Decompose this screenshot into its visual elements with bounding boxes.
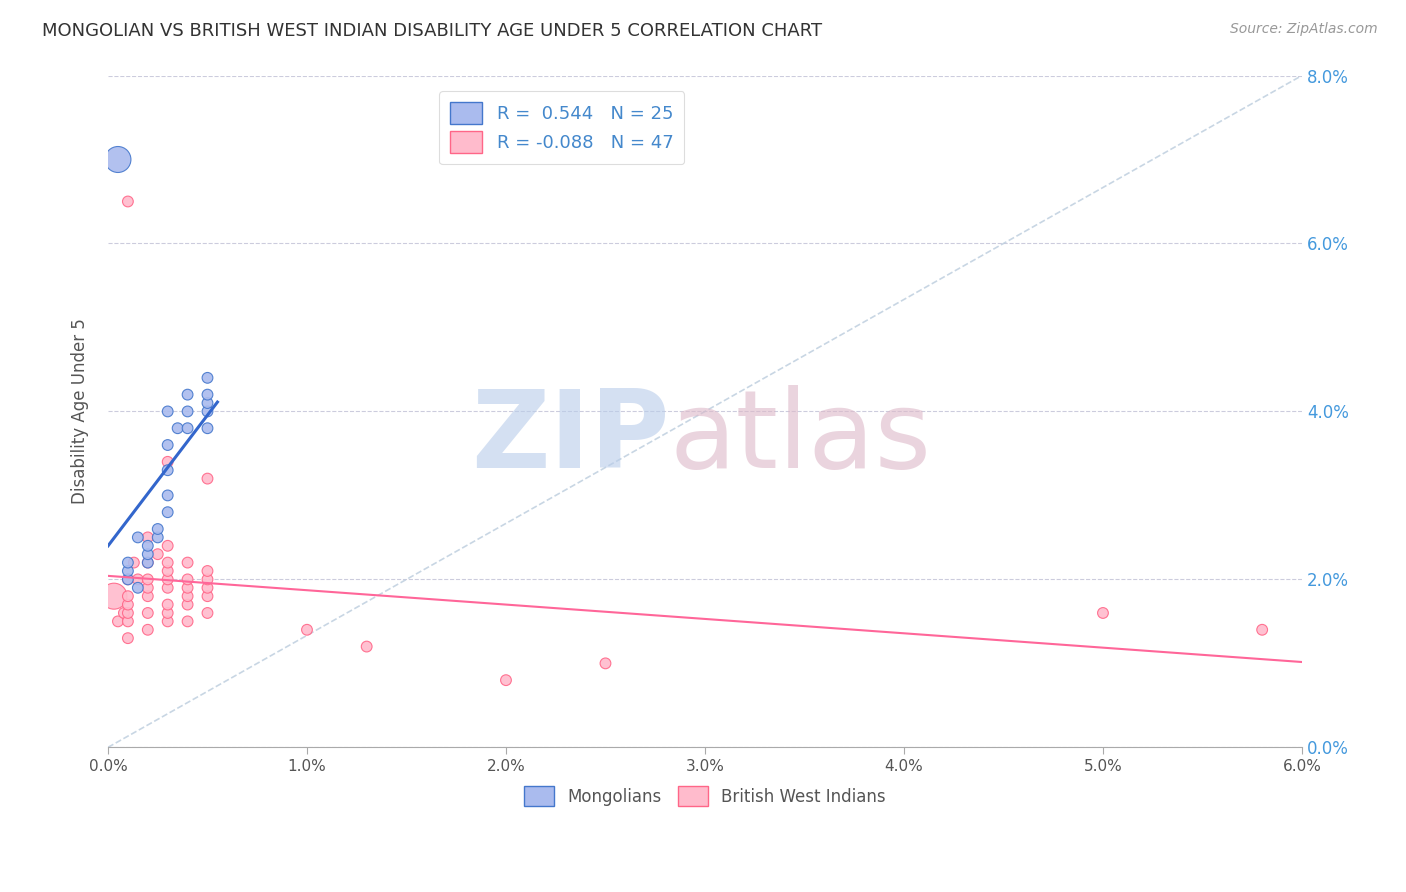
Point <box>156 438 179 452</box>
Point <box>103 589 125 603</box>
Point <box>197 387 219 401</box>
Point <box>136 589 159 603</box>
Point <box>197 371 219 385</box>
Point <box>136 556 159 570</box>
Point <box>197 606 219 620</box>
Point <box>166 421 188 435</box>
Y-axis label: Disability Age Under 5: Disability Age Under 5 <box>72 318 89 504</box>
Point <box>156 615 179 629</box>
Point <box>295 623 318 637</box>
Point <box>136 547 159 561</box>
Point <box>156 505 179 519</box>
Text: MONGOLIAN VS BRITISH WEST INDIAN DISABILITY AGE UNDER 5 CORRELATION CHART: MONGOLIAN VS BRITISH WEST INDIAN DISABIL… <box>42 22 823 40</box>
Point <box>495 673 517 688</box>
Text: ZIP: ZIP <box>471 385 669 491</box>
Point <box>197 589 219 603</box>
Point <box>146 530 169 544</box>
Legend: Mongolians, British West Indians: Mongolians, British West Indians <box>517 780 893 813</box>
Point <box>356 640 378 654</box>
Point <box>107 153 129 167</box>
Point <box>146 522 169 536</box>
Point <box>156 556 179 570</box>
Point <box>156 573 179 587</box>
Point <box>176 556 198 570</box>
Point <box>176 421 198 435</box>
Point <box>176 598 198 612</box>
Point <box>1091 606 1114 620</box>
Point <box>136 539 159 553</box>
Point <box>117 606 139 620</box>
Point <box>112 606 135 620</box>
Point <box>127 581 149 595</box>
Point <box>156 404 179 418</box>
Point <box>122 556 145 570</box>
Point <box>117 573 139 587</box>
Point <box>156 581 179 595</box>
Point <box>156 539 179 553</box>
Point <box>117 556 139 570</box>
Point <box>176 387 198 401</box>
Point <box>136 530 159 544</box>
Point <box>117 194 139 209</box>
Point <box>1251 623 1274 637</box>
Point <box>146 547 169 561</box>
Point <box>136 573 159 587</box>
Point <box>197 573 219 587</box>
Point <box>197 396 219 410</box>
Point <box>176 404 198 418</box>
Point <box>197 404 219 418</box>
Point <box>156 564 179 578</box>
Point <box>176 589 198 603</box>
Point <box>197 581 219 595</box>
Point <box>136 556 159 570</box>
Point <box>156 606 179 620</box>
Point <box>107 615 129 629</box>
Point <box>197 472 219 486</box>
Point <box>127 530 149 544</box>
Text: Source: ZipAtlas.com: Source: ZipAtlas.com <box>1230 22 1378 37</box>
Point <box>117 615 139 629</box>
Point <box>197 421 219 435</box>
Point <box>176 615 198 629</box>
Point <box>117 589 139 603</box>
Point <box>176 573 198 587</box>
Point <box>156 598 179 612</box>
Point <box>156 488 179 502</box>
Point <box>117 631 139 645</box>
Point <box>117 573 139 587</box>
Point <box>117 564 139 578</box>
Point <box>176 581 198 595</box>
Point <box>197 564 219 578</box>
Text: atlas: atlas <box>669 385 931 491</box>
Point <box>136 623 159 637</box>
Point <box>117 598 139 612</box>
Point <box>136 581 159 595</box>
Point <box>127 573 149 587</box>
Point <box>156 463 179 477</box>
Point <box>136 606 159 620</box>
Point <box>595 657 617 671</box>
Point <box>156 455 179 469</box>
